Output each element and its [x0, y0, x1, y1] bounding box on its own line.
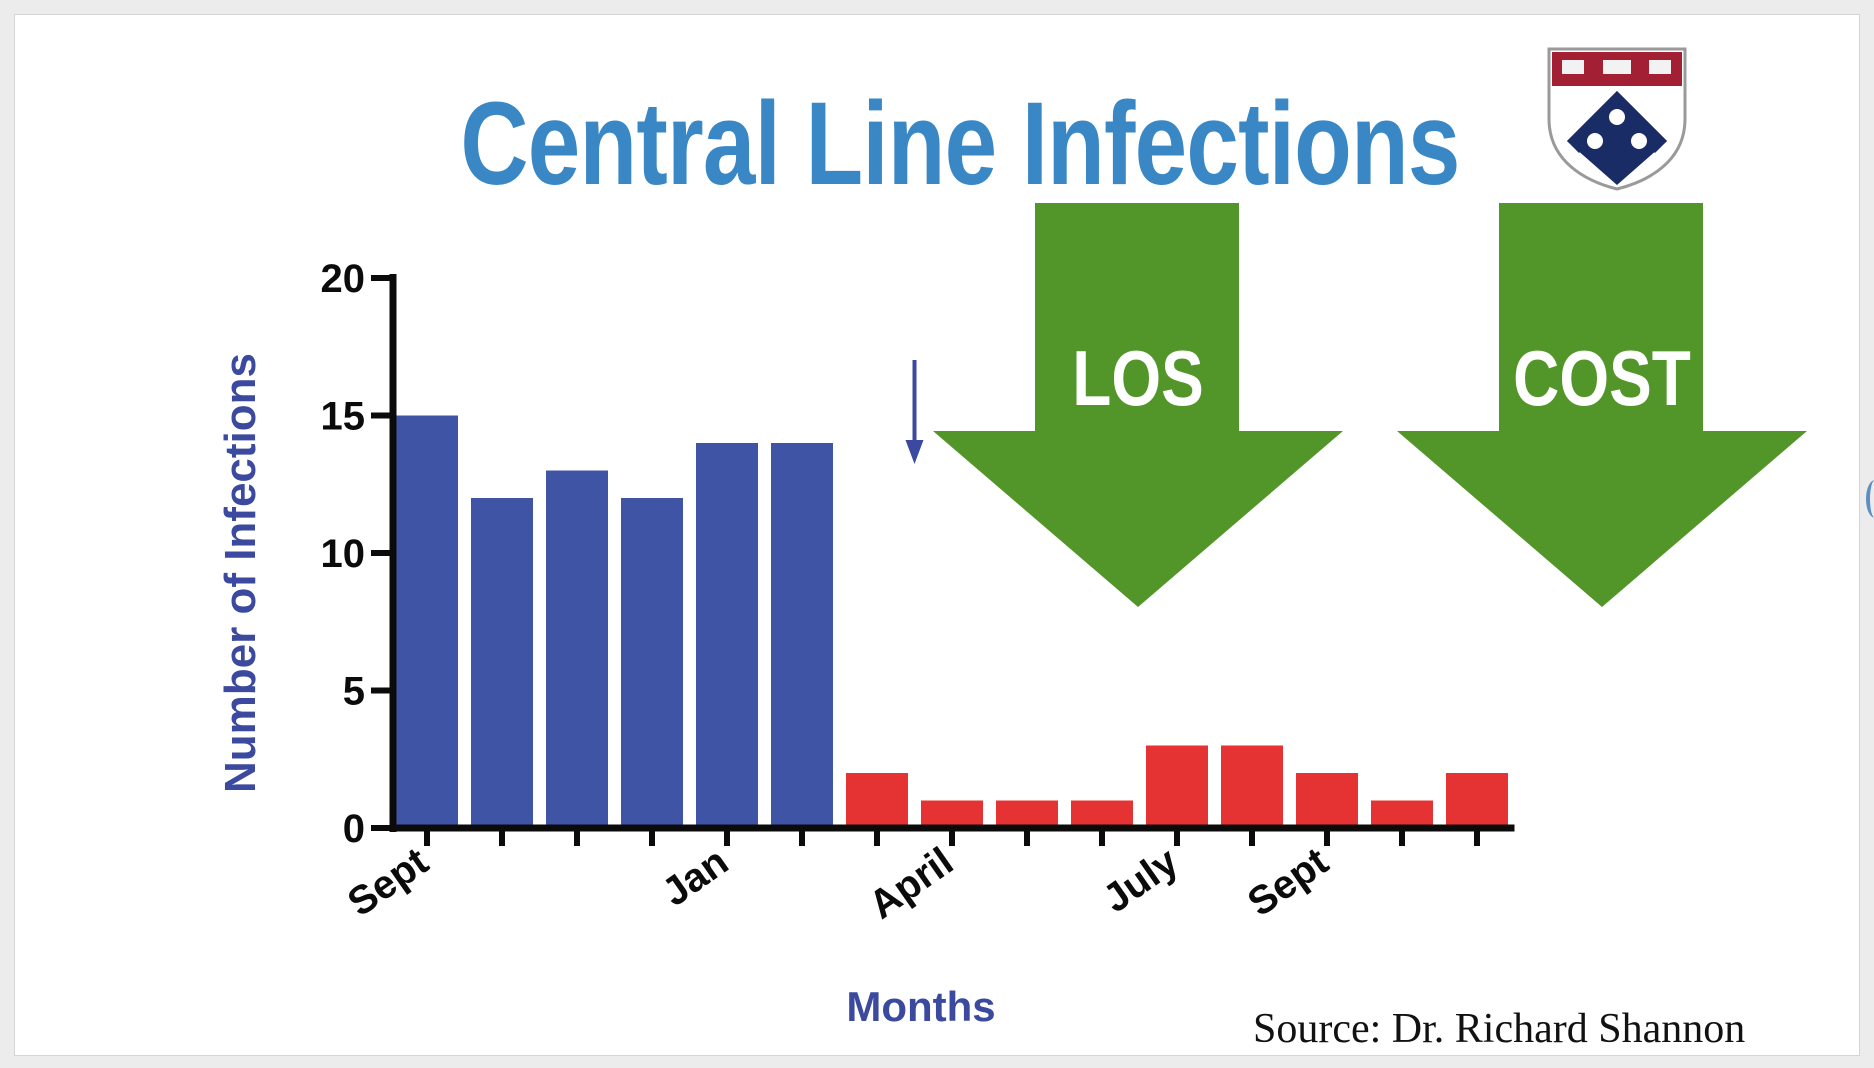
slide: Central Line Infections Number of Infect…	[14, 14, 1860, 1056]
y-tick-label-20: 20	[321, 257, 366, 301]
infections-bar-chart: Number of Infections Months 0 5 10 15 20 Sept…	[216, 257, 1515, 1030]
y-tick-label-10: 10	[321, 532, 366, 576]
x-tick-label-2: April	[861, 839, 961, 927]
bar-before-5	[771, 443, 833, 828]
bar-after-10	[1146, 745, 1208, 828]
bar-after-9	[1071, 800, 1133, 828]
bar-before-2	[546, 470, 608, 828]
edge-decoration	[1866, 480, 1874, 518]
y-tick-label-5: 5	[343, 670, 365, 714]
los-arrow-label: LOS	[1072, 334, 1204, 422]
source-citation: Source: Dr. Richard Shannon	[1253, 1006, 1746, 1052]
bar-before-0	[396, 415, 458, 828]
x-tick-label-3: July	[1095, 839, 1186, 921]
x-tick-label-1: Jan	[654, 839, 736, 915]
bar-after-14	[1446, 773, 1508, 828]
los-down-arrow-icon	[933, 203, 1343, 607]
bar-before-1	[471, 498, 533, 828]
intervention-marker-arrowhead	[905, 440, 924, 464]
x-tick-label-4: Sept	[1240, 839, 1336, 925]
slide-title: Central Line Infections	[460, 78, 1460, 210]
bar-before-4	[696, 443, 758, 828]
bar-after-12	[1296, 773, 1358, 828]
y-tick-label-15: 15	[321, 395, 366, 439]
bar-after-6	[846, 773, 908, 828]
cost-down-arrow-icon	[1397, 203, 1807, 607]
cost-arrow-label: COST	[1513, 334, 1691, 422]
bar-after-13	[1371, 800, 1433, 828]
x-axis-title: Months	[846, 983, 995, 1030]
university-shield-crest-icon	[1547, 47, 1687, 191]
bar-after-7	[921, 800, 983, 828]
y-tick-label-0: 0	[343, 807, 365, 851]
bar-after-8	[996, 800, 1058, 828]
bar-before-3	[621, 498, 683, 828]
x-tick-label-0: Sept	[340, 839, 436, 925]
y-axis-title: Number of Infections	[216, 353, 265, 793]
bar-after-11	[1221, 745, 1283, 828]
